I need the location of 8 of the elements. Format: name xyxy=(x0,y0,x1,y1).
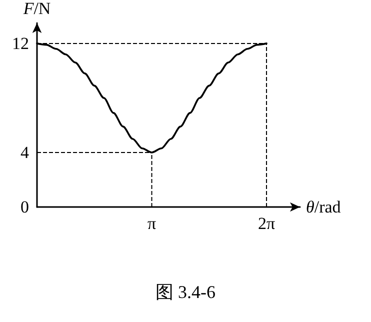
y-tick-label: 12 xyxy=(12,34,29,53)
y-tick-label: 0 xyxy=(20,198,29,216)
x-tick-label: 2π xyxy=(258,214,276,233)
y-axis-title: F/N xyxy=(22,0,51,18)
caption: 图 3.4-6 xyxy=(156,282,216,302)
x-tick-label: π xyxy=(147,214,156,233)
y-tick-label: 4 xyxy=(20,142,30,162)
x-axis-title: θ/rad xyxy=(306,198,342,216)
